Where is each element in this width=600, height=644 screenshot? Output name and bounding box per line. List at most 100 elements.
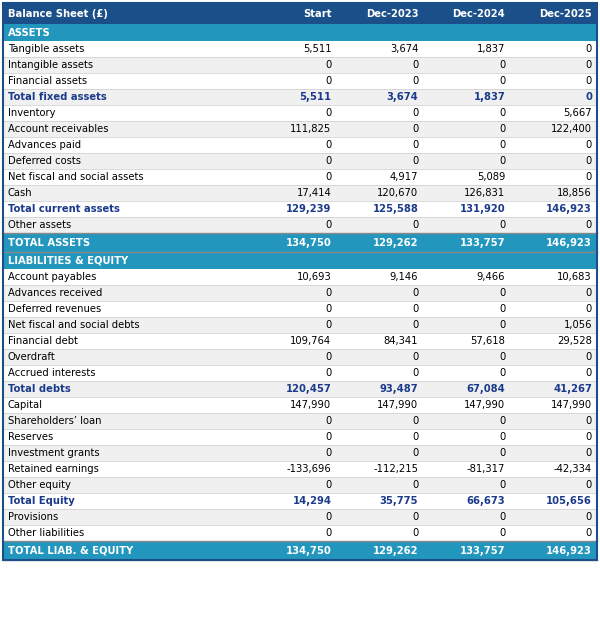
Bar	[3, 169, 597, 185]
Bar	[3, 153, 597, 169]
Text: 0: 0	[586, 432, 592, 442]
Bar	[3, 541, 597, 560]
Text: Cash: Cash	[8, 188, 32, 198]
Text: Start: Start	[303, 8, 331, 19]
Text: 120,457: 120,457	[286, 384, 331, 394]
Text: 0: 0	[586, 448, 592, 458]
Bar	[3, 252, 597, 269]
Text: 5,511: 5,511	[299, 92, 331, 102]
Text: Total fixed assets: Total fixed assets	[8, 92, 107, 102]
Text: 0: 0	[412, 124, 418, 134]
Text: 0: 0	[412, 528, 418, 538]
Text: 67,084: 67,084	[466, 384, 505, 394]
Text: -133,696: -133,696	[287, 464, 331, 474]
Text: Overdraft: Overdraft	[8, 352, 56, 362]
Text: Balance Sheet (£): Balance Sheet (£)	[8, 8, 108, 19]
Text: 146,923: 146,923	[546, 238, 592, 247]
Text: 0: 0	[586, 288, 592, 298]
Text: 125,588: 125,588	[373, 204, 418, 214]
Text: Inventory: Inventory	[8, 108, 56, 118]
Text: 1,056: 1,056	[563, 320, 592, 330]
Text: 0: 0	[325, 60, 331, 70]
Text: Other equity: Other equity	[8, 480, 71, 490]
Text: 0: 0	[325, 172, 331, 182]
Text: 0: 0	[585, 92, 592, 102]
Bar	[3, 105, 597, 121]
Text: 0: 0	[325, 108, 331, 118]
Text: -112,215: -112,215	[373, 464, 418, 474]
Text: Provisions: Provisions	[8, 512, 58, 522]
Bar	[3, 137, 597, 153]
Text: 146,923: 146,923	[546, 545, 592, 556]
Text: 0: 0	[325, 288, 331, 298]
Bar	[3, 317, 597, 333]
Text: 0: 0	[412, 368, 418, 378]
Text: 131,920: 131,920	[460, 204, 505, 214]
Text: Deferred revenues: Deferred revenues	[8, 304, 101, 314]
Bar	[3, 445, 597, 461]
Text: 93,487: 93,487	[380, 384, 418, 394]
Text: 0: 0	[586, 76, 592, 86]
Text: 0: 0	[325, 352, 331, 362]
Text: 0: 0	[586, 60, 592, 70]
Text: Advances received: Advances received	[8, 288, 103, 298]
Text: 0: 0	[586, 352, 592, 362]
Bar	[3, 461, 597, 477]
Bar	[3, 285, 597, 301]
Text: 0: 0	[325, 140, 331, 150]
Bar	[3, 509, 597, 525]
Text: 0: 0	[586, 368, 592, 378]
Bar	[3, 73, 597, 89]
Text: 0: 0	[325, 480, 331, 490]
Text: 9,466: 9,466	[476, 272, 505, 282]
Text: 0: 0	[586, 480, 592, 490]
Text: 111,825: 111,825	[290, 124, 331, 134]
Text: 57,618: 57,618	[470, 336, 505, 346]
Text: 0: 0	[499, 368, 505, 378]
Text: 0: 0	[412, 320, 418, 330]
Text: 9,146: 9,146	[390, 272, 418, 282]
Text: 5,089: 5,089	[477, 172, 505, 182]
Text: 0: 0	[412, 288, 418, 298]
Text: Capital: Capital	[8, 400, 43, 410]
Text: 0: 0	[325, 512, 331, 522]
Bar	[3, 493, 597, 509]
Text: 0: 0	[325, 528, 331, 538]
Text: 0: 0	[325, 76, 331, 86]
Text: Retained earnings: Retained earnings	[8, 464, 99, 474]
Text: 122,400: 122,400	[551, 124, 592, 134]
Text: Other liabilities: Other liabilities	[8, 528, 84, 538]
Text: 17,414: 17,414	[296, 188, 331, 198]
Text: 0: 0	[499, 352, 505, 362]
Text: 129,262: 129,262	[373, 545, 418, 556]
Bar	[3, 24, 597, 41]
Text: 105,656: 105,656	[546, 496, 592, 506]
Text: Advances paid: Advances paid	[8, 140, 81, 150]
Bar	[3, 57, 597, 73]
Text: 0: 0	[325, 448, 331, 458]
Text: 5,667: 5,667	[563, 108, 592, 118]
Text: 0: 0	[412, 140, 418, 150]
Text: 84,341: 84,341	[384, 336, 418, 346]
Text: 0: 0	[325, 432, 331, 442]
Text: 18,856: 18,856	[557, 188, 592, 198]
Text: 0: 0	[412, 512, 418, 522]
Bar	[3, 41, 597, 57]
Text: 0: 0	[325, 368, 331, 378]
Text: 147,990: 147,990	[290, 400, 331, 410]
Text: 0: 0	[499, 140, 505, 150]
Bar	[3, 185, 597, 201]
Text: 0: 0	[412, 416, 418, 426]
Text: 14,294: 14,294	[292, 496, 331, 506]
Text: 0: 0	[499, 288, 505, 298]
Bar	[3, 233, 597, 252]
Text: 29,528: 29,528	[557, 336, 592, 346]
Bar	[3, 525, 597, 541]
Text: 0: 0	[499, 156, 505, 166]
Text: TOTAL ASSETS: TOTAL ASSETS	[8, 238, 90, 247]
Text: Dec-2024: Dec-2024	[452, 8, 505, 19]
Text: 10,693: 10,693	[296, 272, 331, 282]
Text: Intangible assets: Intangible assets	[8, 60, 93, 70]
Text: 109,764: 109,764	[290, 336, 331, 346]
Bar	[3, 429, 597, 445]
